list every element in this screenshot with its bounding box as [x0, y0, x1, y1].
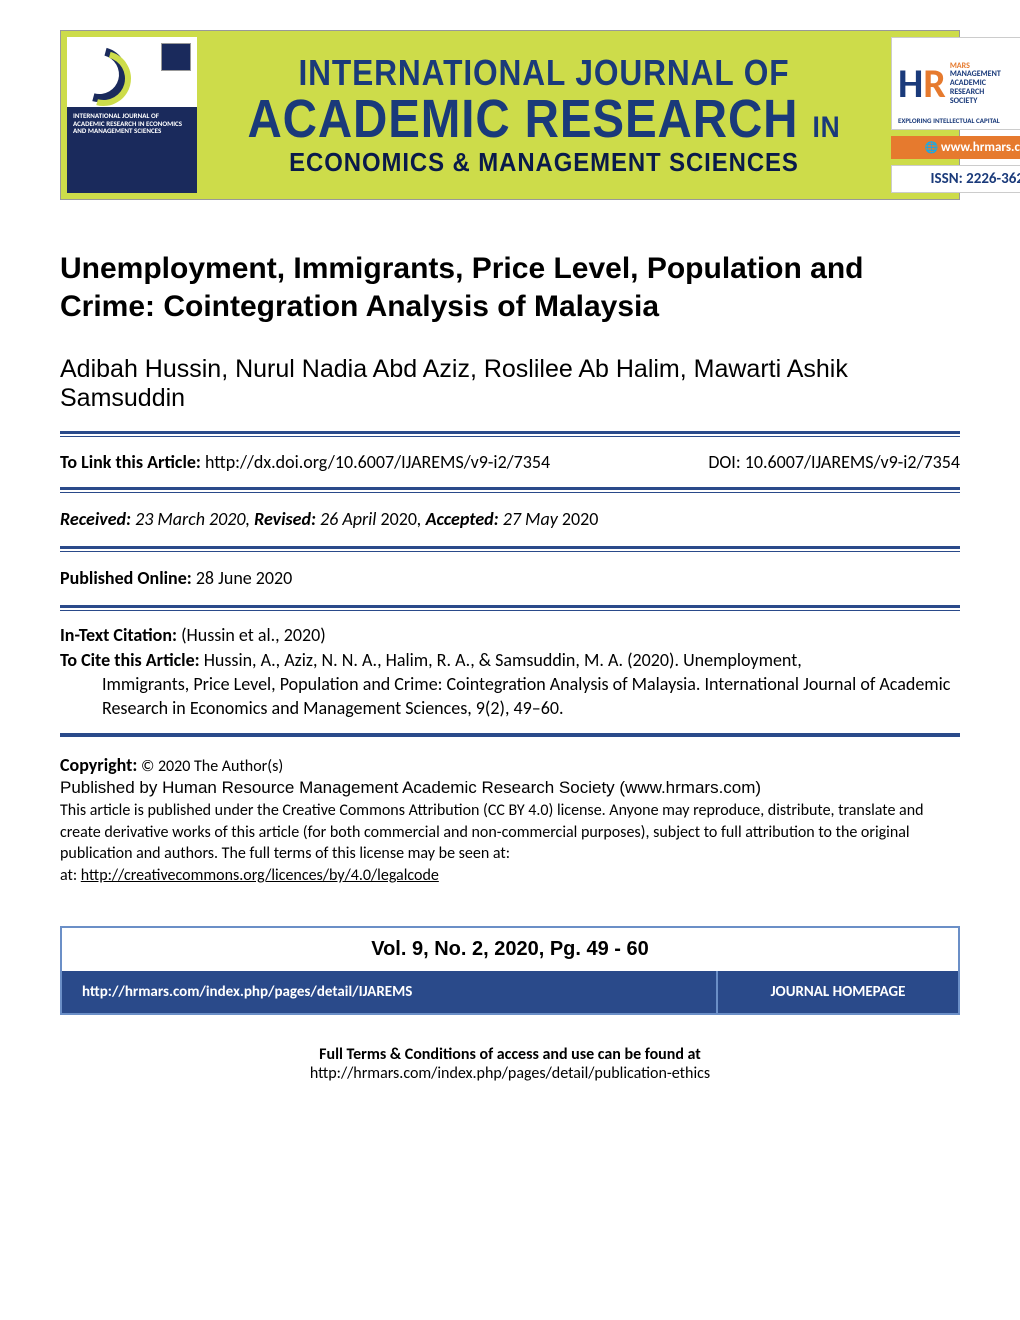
received-label: Received: — [60, 508, 131, 530]
volume-bar: http://hrmars.com/index.php/pages/detail… — [62, 971, 958, 1013]
article-authors: Adibah Hussin, Nurul Nadia Abd Aziz, Ros… — [60, 355, 960, 413]
link-article: To Link this Article: http://dx.doi.org/… — [60, 451, 550, 473]
website-url[interactable]: www.hrmars.com — [891, 136, 1020, 159]
intext-value: (Hussin et al., 2020) — [181, 624, 326, 646]
journal-detail-url[interactable]: http://hrmars.com/index.php/pages/detail… — [62, 971, 718, 1013]
journal-name-line2-main: ACADEMIC RESEARCH — [247, 89, 798, 149]
intext-citation: In-Text Citation: (Hussin et al., 2020) — [60, 623, 960, 647]
divider — [60, 605, 960, 611]
volume-header: Vol. 9, No. 2, 2020, Pg. 49 - 60 — [62, 928, 958, 971]
published-value: 28 June 2020 — [196, 567, 293, 589]
revised-year: 2020 — [381, 508, 418, 530]
link-label: To Link this Article: — [60, 451, 201, 473]
banner-right-column: HR MARS MANAGEMENT ACADEMIC RESEARCH SOC… — [891, 37, 1020, 193]
hrmars-logo-icon: HR — [898, 59, 946, 108]
cite-label: To Cite this Article: — [60, 649, 200, 671]
journal-name-line1: INTERNATIONAL JOURNAL OF — [298, 52, 789, 94]
cite-vol: , 9(2), 49–60. — [467, 697, 563, 719]
journal-homepage-link[interactable]: JOURNAL HOMEPAGE — [718, 971, 958, 1013]
logo-text-4: SOCIETY — [950, 97, 1001, 106]
divider — [60, 487, 960, 493]
link-url[interactable]: http://dx.doi.org/10.6007/IJAREMS/v9-i2/… — [205, 451, 550, 473]
logo-tagline: EXPLORING INTELLECTUAL CAPITAL — [898, 116, 1020, 125]
revised-value: 26 April — [320, 508, 376, 530]
copyright-label: Copyright: — [60, 754, 137, 776]
cover-title: INTERNATIONAL JOURNAL OF ACADEMIC RESEAR… — [73, 112, 191, 135]
license-text: This article is published under the Crea… — [60, 801, 924, 863]
intext-label: In-Text Citation: — [60, 624, 177, 646]
dates-row: Received: 23 March 2020, Revised: 26 Apr… — [60, 499, 960, 540]
copyright-holder: © 2020 The Author(s) — [141, 757, 283, 776]
terms-heading: Full Terms & Conditions of access and us… — [60, 1045, 960, 1064]
cite-line-2: Immigrants, Price Level, Population and … — [60, 672, 960, 721]
cite-text-1: Hussin, A., Aziz, N. N. A., Halim, R. A.… — [204, 649, 802, 671]
journal-cover-thumbnail: INTERNATIONAL JOURNAL OF ACADEMIC RESEAR… — [67, 37, 197, 193]
divider — [60, 546, 960, 552]
cover-mini-logo-icon — [161, 43, 191, 71]
published-row: Published Online: 28 June 2020 — [60, 558, 960, 599]
copyright-block: Copyright: © 2020 The Author(s) Publishe… — [60, 747, 960, 917]
divider — [60, 733, 960, 737]
journal-banner: INTERNATIONAL JOURNAL OF ACADEMIC RESEAR… — [60, 30, 960, 200]
terms-block: Full Terms & Conditions of access and us… — [60, 1045, 960, 1083]
journal-name-line3: ECONOMICS & MANAGEMENT SCIENCES — [289, 147, 799, 178]
accepted-value: 27 May — [503, 508, 558, 530]
article-title: Unemployment, Immigrants, Price Level, P… — [60, 250, 960, 325]
doi-label: DOI: — [708, 451, 740, 473]
banner-title-block: INTERNATIONAL JOURNAL OF ACADEMIC RESEAR… — [207, 37, 881, 193]
divider — [60, 431, 960, 437]
doi-value: 10.6007/IJAREMS/v9-i2/7354 — [745, 451, 960, 473]
volume-box: Vol. 9, No. 2, 2020, Pg. 49 - 60 http://… — [60, 926, 960, 1015]
doi-row: To Link this Article: http://dx.doi.org/… — [60, 443, 960, 481]
accepted-year: 2020 — [562, 508, 599, 530]
doi-value-block: DOI: 10.6007/IJAREMS/v9-i2/7354 — [708, 451, 960, 473]
license-url-link[interactable]: http://creativecommons.org/licences/by/4… — [81, 866, 439, 885]
published-label: Published Online: — [60, 567, 192, 589]
hrmars-logo-text: MARS MANAGEMENT ACADEMIC RESEARCH SOCIET… — [950, 62, 1001, 106]
issn-label: ISSN: 2226-3624 — [891, 165, 1020, 193]
journal-name-line2-in: IN — [812, 111, 840, 144]
revised-label: Revised: — [254, 508, 316, 530]
accepted-label: Accepted: — [426, 508, 499, 530]
full-citation: To Cite this Article: Hussin, A., Aziz, … — [60, 648, 960, 721]
copyright-publisher: Published by Human Resource Management A… — [60, 778, 761, 797]
citation-block: In-Text Citation: (Hussin et al., 2020) … — [60, 617, 960, 726]
cover-swoosh-icon — [67, 41, 141, 116]
journal-name-line2: ACADEMIC RESEARCH IN — [247, 94, 840, 145]
hrmars-logo: HR MARS MANAGEMENT ACADEMIC RESEARCH SOC… — [891, 37, 1020, 130]
terms-url[interactable]: http://hrmars.com/index.php/pages/detail… — [60, 1064, 960, 1083]
cite-text-2: Immigrants, Price Level, Population and … — [102, 673, 700, 695]
received-value: 23 March 2020 — [135, 508, 245, 530]
